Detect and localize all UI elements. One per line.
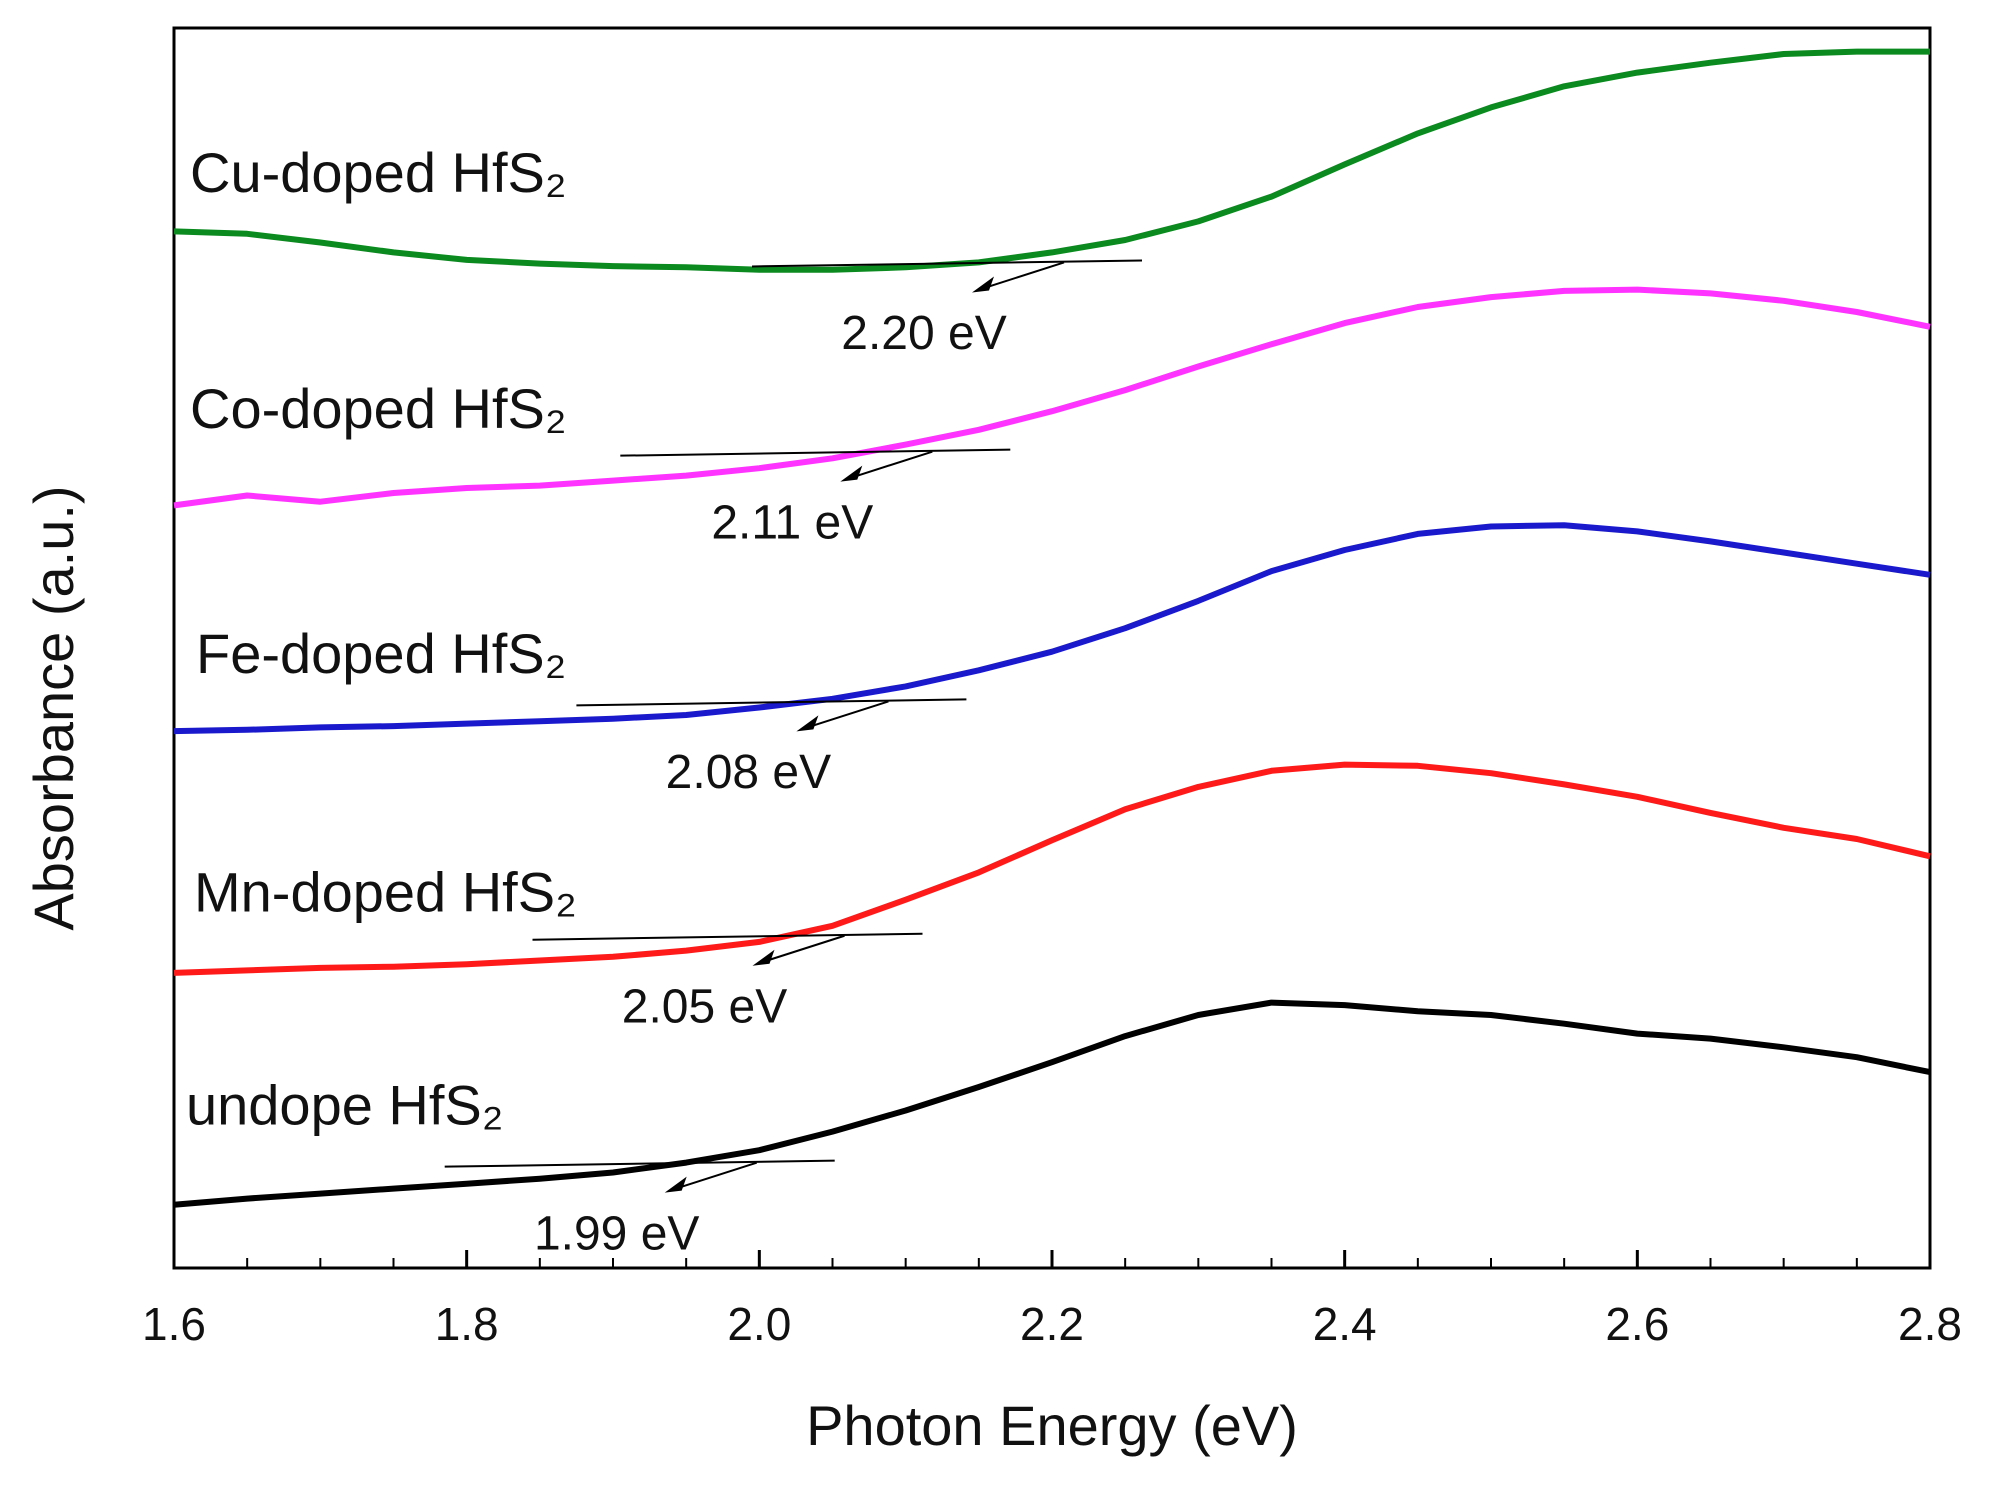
- band-gap-label: 2.08 eV: [666, 746, 831, 799]
- band-gap-label: 2.20 eV: [841, 307, 1006, 360]
- band-gap-label: 1.99 eV: [534, 1207, 699, 1260]
- band-gap-arrow: [766, 934, 845, 962]
- band-gap-arrow: [678, 1161, 758, 1189]
- x-tick-label: 2.0: [727, 1298, 791, 1350]
- tangent-line: [532, 932, 923, 941]
- arrow-head: [972, 276, 994, 293]
- x-tick-label: 2.6: [1605, 1298, 1669, 1350]
- series-line: [173, 522, 1931, 735]
- plot-frame: [172, 26, 1932, 1270]
- tangent-line: [444, 1159, 835, 1168]
- arrow-head: [664, 1176, 687, 1193]
- band-gap-arrow: [853, 450, 933, 478]
- tangent-line: [576, 698, 967, 707]
- band-gap-label: 2.11 eV: [711, 496, 873, 549]
- series-line: [173, 48, 1930, 273]
- arrow-head: [752, 949, 775, 966]
- x-tick-label: 2.2: [1020, 1298, 1084, 1350]
- tangent-line: [751, 259, 1143, 268]
- series-label: Cu-doped HfS₂: [190, 141, 567, 204]
- series-label: undope HfS₂: [186, 1074, 504, 1137]
- series-line: [173, 286, 1931, 509]
- series-label: Mn-doped HfS₂: [194, 861, 577, 924]
- band-gap-arrow: [810, 700, 889, 728]
- x-tick-label: 2.4: [1313, 1298, 1377, 1350]
- x-tick-label: 2.8: [1898, 1298, 1962, 1350]
- tangent-line: [620, 448, 1011, 457]
- series-label: Co-doped HfS₂: [190, 377, 567, 440]
- series-line: [173, 999, 1931, 1208]
- series-label: Fe-doped HfS₂: [196, 622, 566, 685]
- x-tick-label: 1.8: [435, 1298, 499, 1350]
- series-line: [173, 761, 1931, 976]
- band-gap-arrow: [985, 261, 1065, 289]
- x-axis-title: Photon Energy (eV): [806, 1394, 1298, 1457]
- x-tick-label: 1.6: [142, 1298, 206, 1350]
- band-gap-label: 2.05 eV: [622, 980, 787, 1033]
- arrow-head: [796, 715, 819, 732]
- y-axis-title: Absorbance (a.u.): [22, 485, 85, 930]
- arrow-head: [840, 465, 863, 482]
